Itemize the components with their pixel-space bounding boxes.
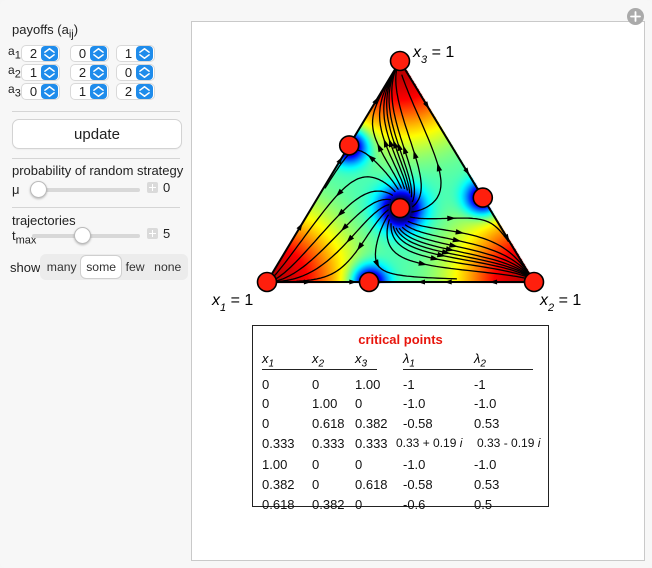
svg-text:x2 = 1: x2 = 1 (539, 292, 581, 314)
svg-text:x1 = 1: x1 = 1 (211, 292, 253, 314)
svg-text:x3 = 1: x3 = 1 (412, 44, 454, 66)
